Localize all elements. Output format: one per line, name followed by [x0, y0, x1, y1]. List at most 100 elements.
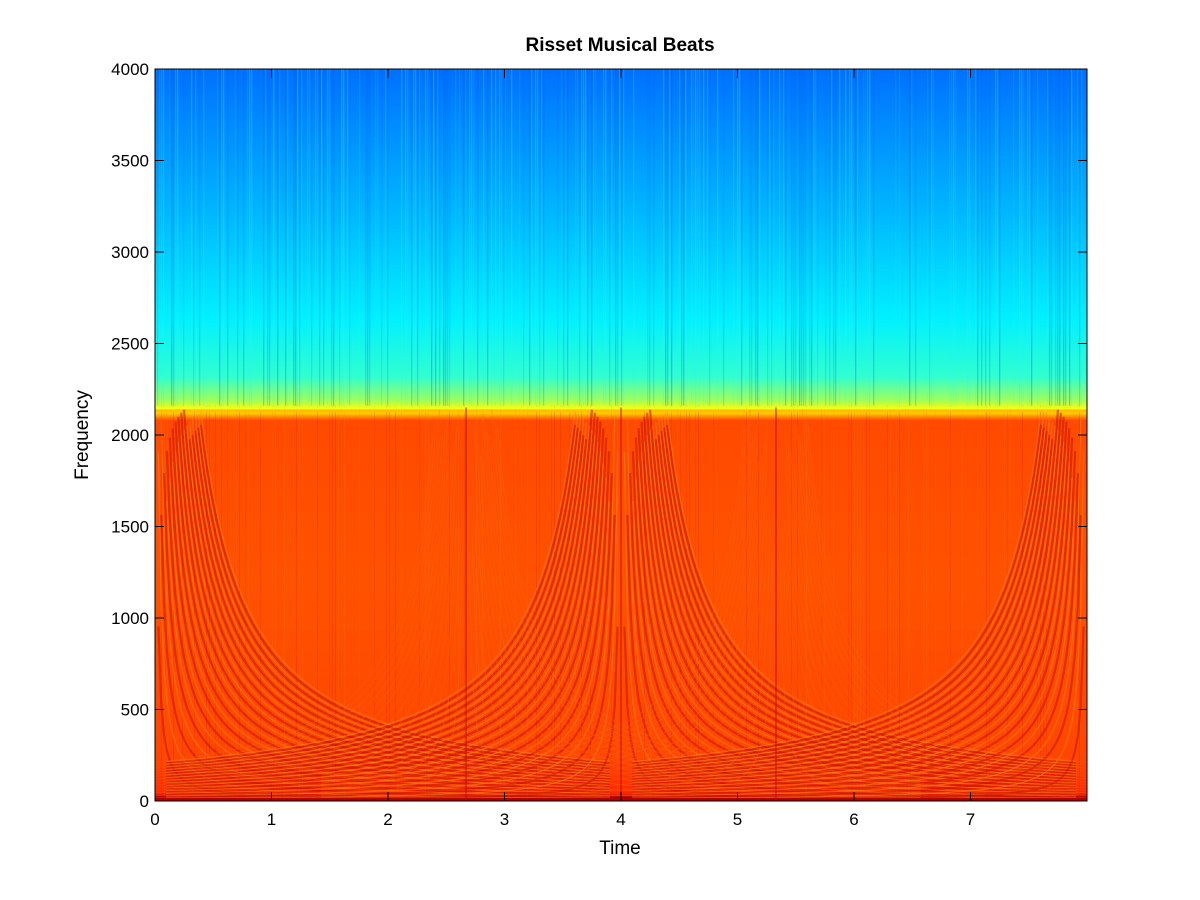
beat-curve-secondary [321, 442, 751, 781]
spectral-streak [795, 69, 797, 406]
spectral-streak [314, 405, 315, 801]
beat-curve-secondary [784, 426, 1087, 791]
beat-curve-secondary [155, 519, 458, 794]
spectral-streak [848, 405, 849, 801]
spectral-streak [315, 69, 317, 406]
spectral-streak [591, 69, 593, 406]
beat-curve-secondary [782, 528, 1087, 796]
spectral-streak [950, 405, 951, 801]
spectral-streak [671, 69, 673, 406]
spectral-streak [377, 69, 379, 406]
spectral-streak [817, 69, 819, 406]
spectral-streak [503, 69, 505, 406]
spectral-streak [865, 69, 867, 406]
spectral-streak [849, 69, 851, 406]
spectral-streak [967, 69, 969, 406]
spectral-streak [619, 69, 621, 406]
beat-curve [632, 442, 1065, 784]
beat-curve [172, 462, 610, 789]
spectral-streak [985, 69, 987, 406]
spectral-streak [611, 69, 613, 406]
spectral-streak [449, 69, 451, 406]
spectral-streak [969, 69, 971, 406]
spectral-streak [248, 405, 249, 801]
spectral-streak [989, 405, 990, 801]
beat-curve-secondary [479, 454, 921, 791]
spectral-streak [797, 405, 798, 801]
spectral-streak [375, 69, 377, 406]
beat-curve [632, 428, 1071, 788]
spectral-streak [407, 69, 409, 406]
spectral-streak [621, 69, 623, 406]
beat-curve [166, 428, 605, 788]
spectral-streak [835, 69, 837, 406]
spectral-streak [299, 405, 300, 801]
beat-curve [632, 425, 1056, 776]
beat-curve-secondary [807, 425, 1087, 763]
spectral-streak [757, 69, 759, 406]
spectral-streak [1013, 69, 1015, 406]
spectral-streak [463, 69, 465, 406]
beat-curve-secondary [155, 413, 449, 780]
beat-curve [166, 434, 585, 772]
beat-curve [632, 462, 1070, 789]
spectral-streak [851, 405, 852, 801]
spectral-streak [1051, 69, 1053, 406]
spectral-streak [265, 69, 267, 406]
beat-curve-secondary [471, 528, 921, 798]
beat-curve-secondary [155, 551, 463, 798]
spectral-streak [1071, 69, 1073, 406]
spectral-streak [709, 69, 711, 406]
spectral-streak [1063, 69, 1065, 406]
beat-curve-secondary [799, 434, 1087, 774]
spectral-streak [1065, 69, 1067, 406]
beat-curve-secondary [321, 425, 745, 776]
beat-curve [632, 430, 1048, 770]
spectral-streak [501, 69, 503, 406]
spectral-streak [437, 69, 439, 406]
spectral-streak [681, 69, 683, 406]
beat-curve [191, 434, 610, 772]
beat-curve [632, 514, 1082, 799]
spectral-streak [447, 69, 449, 406]
spectral-streak [301, 69, 303, 406]
spectral-streak [279, 69, 281, 406]
spectral-streak [473, 69, 475, 406]
beat-curve [166, 419, 616, 797]
spectral-streak [519, 69, 521, 406]
spectral-streak [805, 69, 807, 406]
beat-curve [174, 450, 610, 786]
beat-curve-secondary [155, 426, 458, 791]
spectral-streak [419, 69, 421, 406]
spectral-streak [860, 405, 861, 801]
spectral-streak [665, 69, 667, 406]
spectral-streak [1055, 69, 1057, 406]
spectral-streak [243, 69, 245, 406]
beat-curve [166, 422, 587, 773]
beat-curve-secondary [779, 551, 1087, 798]
spectral-streak [221, 69, 223, 406]
spectral-streak [623, 69, 625, 406]
y-tick-label: 1500 [111, 518, 149, 537]
x-tick-label: 5 [733, 810, 742, 829]
x-tick-label: 1 [267, 810, 276, 829]
beat-curve [632, 477, 1073, 792]
beat-curve-secondary [321, 418, 748, 778]
beat-curve [166, 473, 613, 796]
spectral-streak [737, 69, 739, 406]
x-axis-label: Time [599, 838, 641, 859]
spectral-streak [759, 69, 761, 406]
spectral-streak [557, 69, 559, 406]
spectral-streak [458, 405, 459, 801]
spectral-streak [435, 69, 437, 406]
beat-curve-secondary [485, 425, 921, 785]
spectral-streak [1079, 69, 1081, 406]
spectral-streak [347, 69, 349, 406]
spectral-streak [193, 69, 195, 406]
spectral-streak [389, 405, 390, 801]
spectral-streak [195, 69, 197, 406]
spectral-streak [887, 405, 888, 801]
spectral-streak [905, 405, 906, 801]
beat-curve [166, 501, 610, 794]
spectral-streak [785, 69, 787, 406]
